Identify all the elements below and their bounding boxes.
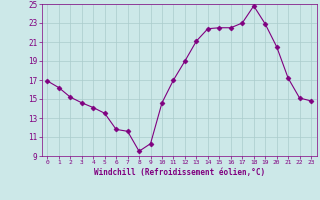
X-axis label: Windchill (Refroidissement éolien,°C): Windchill (Refroidissement éolien,°C) — [94, 168, 265, 177]
